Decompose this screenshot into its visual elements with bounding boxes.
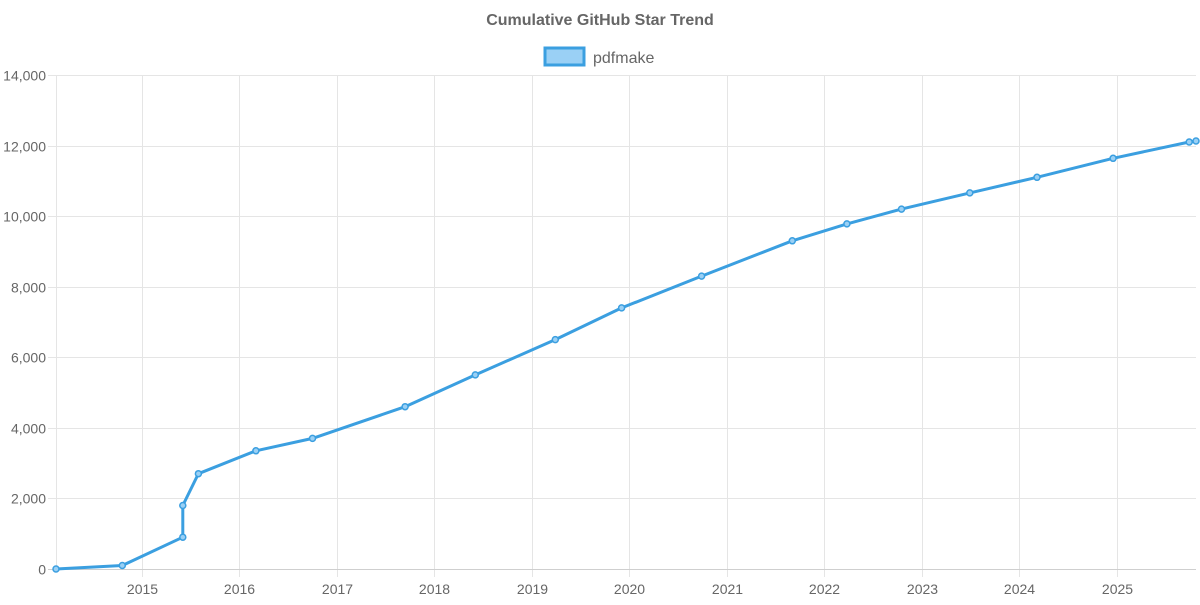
x-tick-label: 2018: [419, 581, 450, 597]
y-tick-label: 0: [38, 562, 46, 578]
series-layer: [52, 137, 1200, 573]
x-tick-label: 2021: [712, 581, 743, 597]
chart-title: Cumulative GitHub Star Trend: [486, 12, 714, 29]
y-tick-label: 10,000: [3, 209, 46, 225]
data-point: [471, 371, 480, 379]
x-tick-label: 2016: [224, 581, 255, 597]
y-tick-label: 14,000: [3, 68, 46, 84]
y-tick-label: 8,000: [11, 280, 46, 296]
series-line: [54, 139, 1198, 571]
data-point: [1185, 138, 1193, 146]
data-point: [179, 533, 187, 541]
y-tick-label: 12,000: [3, 139, 46, 155]
axes: [48, 75, 1196, 570]
data-point: [788, 237, 797, 245]
y-tick-label: 4,000: [11, 421, 46, 437]
x-tick-label: 2019: [517, 581, 548, 597]
data-point: [843, 220, 851, 228]
x-tick-label: 2017: [322, 581, 353, 597]
y-tick-label: 6,000: [11, 350, 46, 366]
legend[interactable]: pdfmake: [543, 46, 654, 67]
x-tick-label: 2025: [1102, 581, 1133, 597]
x-tick-label: 2022: [809, 581, 840, 597]
x-axis-ticks: 2015 2016 2017 2018 2019 2020 2021 2022 2023 2024…: [127, 581, 1133, 597]
data-point: [179, 501, 187, 510]
data-point: [52, 565, 60, 573]
x-tick-label: 2023: [907, 581, 938, 597]
x-tick-label: 2015: [127, 581, 158, 597]
data-point: [1109, 154, 1117, 163]
legend-swatch[interactable]: [543, 46, 586, 67]
data-point: [308, 434, 317, 443]
legend-label[interactable]: pdfmake: [593, 50, 654, 67]
data-point: [118, 561, 127, 570]
y-tick-label: 2,000: [11, 491, 46, 507]
data-point: [401, 402, 409, 411]
data-point: [194, 469, 203, 478]
data-point: [1033, 173, 1041, 182]
grid: [48, 75, 1196, 577]
data-point: [252, 447, 260, 455]
y-axis-ticks: 0 2,000 4,000 6,000 8,000 10,000 12,000 14,000: [3, 68, 46, 578]
data-point: [1192, 137, 1200, 145]
x-tick-label: 2020: [614, 581, 645, 597]
data-point: [697, 272, 706, 280]
data-point: [551, 335, 560, 344]
data-point: [966, 189, 974, 197]
data-point: [617, 304, 626, 312]
x-tick-label: 2024: [1004, 581, 1035, 597]
data-point: [897, 205, 906, 213]
